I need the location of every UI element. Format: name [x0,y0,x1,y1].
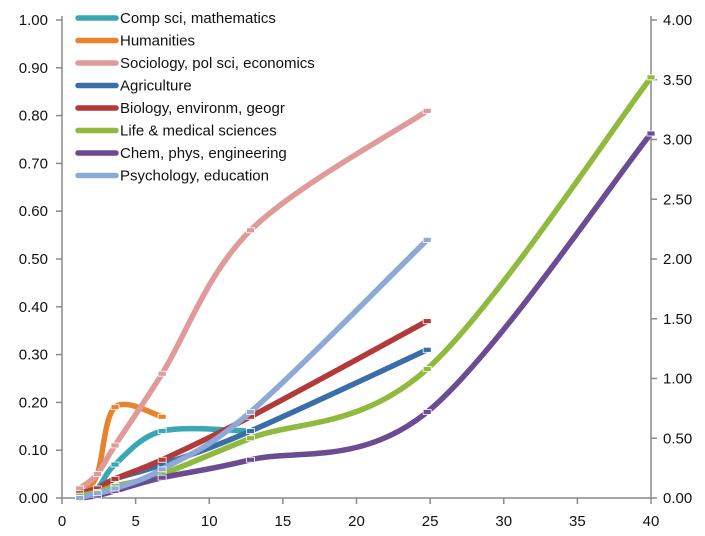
data-point [110,475,120,482]
data-point [246,227,255,234]
y-left-tick-label: 0.90 [19,60,48,77]
data-point [422,236,432,243]
data-point [246,409,255,415]
y-right-tick-label: 4.00 [663,12,692,29]
y-left-tick-label: 0.50 [19,251,48,268]
data-point [75,495,85,501]
y-left-tick-label: 0.20 [19,394,48,411]
x-tick-label: 20 [348,513,365,530]
data-point [422,318,432,325]
legend-item-comp-sci-mathematics: Comp sci, mathematics [75,10,276,27]
legend: Comp sci, mathematics Humanities Sociology… [75,10,315,185]
legend-label: Chem, phys, engineering [120,145,287,162]
legend-item-sociology-pol-sci-economics: Sociology, pol sci, economics [75,55,315,72]
series-psychology-education [75,236,432,501]
y-right-tick-label: 1.50 [663,311,692,328]
data-point [246,435,255,442]
legend-label: Comp sci, mathematics [120,10,276,27]
data-point [422,346,432,353]
data-point [422,107,432,114]
legend-item-biology-environm-geogr: Biology, environm, geogr [75,100,285,117]
y-right-tick-label: 1.00 [663,371,692,388]
series-sociology-pol-sci-economics [75,107,432,492]
y-right-tick-label: 2.50 [663,191,692,208]
x-tick-label: 35 [569,513,586,530]
x-tick-label: 40 [643,513,660,530]
legend-label: Sociology, pol sci, economics [120,55,315,72]
legend-label: Agriculture [120,78,192,95]
legend-item-psychology-education: Psychology, education [75,168,269,185]
plot-area [75,74,656,501]
y-left-tick-label: 0.80 [19,108,48,125]
x-tick-label: 0 [58,513,66,530]
legend-label: Life & medical sciences [120,123,277,140]
y-left-tick-label: 0.00 [19,490,48,507]
y-right-tick-label: 2.00 [663,251,692,268]
data-point [646,74,656,81]
y-left-tick-label: 0.10 [19,442,48,459]
data-point [110,485,120,492]
legend-label: Psychology, education [120,168,269,185]
data-point [157,474,167,481]
tick-labels: 0 5 10 15 20 25 30 35 400.000.100.200.300.400.50… [19,12,692,530]
data-point [646,130,656,137]
legend-item-life-medical-sciences: Life & medical sciences [75,123,277,140]
series-line-chem-phys-engineering [76,130,654,501]
y-left-tick-label: 1.00 [19,12,48,29]
data-point [110,461,120,468]
data-point [157,370,167,377]
data-point [157,456,167,463]
y-left-tick-label: 0.60 [19,203,48,220]
data-point [92,471,102,478]
y-left-tick-label: 0.30 [19,347,48,364]
data-point [246,428,255,434]
data-point [157,428,167,434]
y-right-tick-label: 0.00 [663,490,692,507]
x-tick-label: 15 [275,513,292,530]
axes [56,16,657,504]
legend-label: Humanities [120,33,195,50]
x-tick-label: 5 [131,513,139,530]
x-tick-label: 30 [495,513,512,530]
data-point [246,456,255,463]
y-right-tick-label: 0.50 [663,430,692,447]
data-point [110,442,120,449]
data-point [422,409,432,415]
legend-item-agriculture: Agriculture [75,78,192,95]
data-point [422,366,432,372]
series-chem-phys-engineering [75,130,656,501]
legend-item-chem-phys-engineering: Chem, phys, engineering [75,145,287,162]
legend-item-humanities: Humanities [75,33,195,50]
x-tick-label: 10 [201,513,218,530]
legend-label: Biology, environm, geogr [120,100,285,117]
y-left-tick-label: 0.40 [19,299,48,316]
y-right-tick-label: 3.50 [663,72,692,89]
y-left-tick-label: 0.70 [19,155,48,172]
data-point [92,490,102,497]
data-point [157,466,167,473]
y-right-tick-label: 3.00 [663,132,692,149]
data-point [110,404,120,411]
x-tick-label: 25 [422,513,439,530]
data-point [157,413,167,420]
